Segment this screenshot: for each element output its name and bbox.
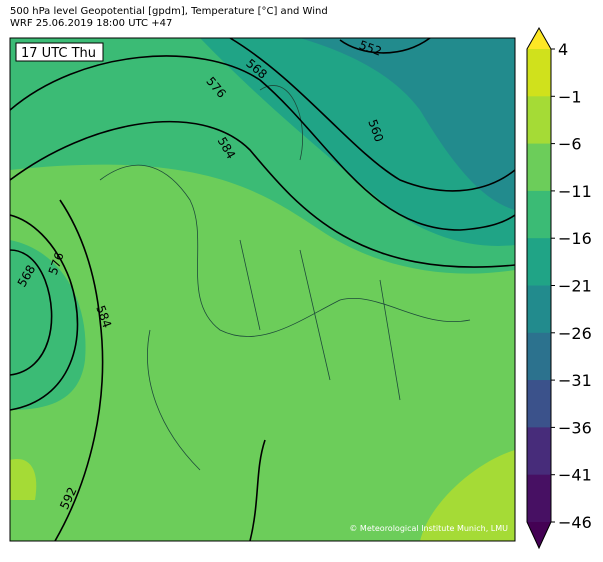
colorbar-segment	[527, 96, 551, 145]
colorbar-label: −21	[558, 277, 592, 296]
time-label: 17 UTC Thu	[21, 46, 96, 61]
subtitle: WRF 25.06.2019 18:00 UTC +47	[10, 18, 172, 29]
colorbar-segment	[527, 49, 551, 97]
contour	[54, 199, 104, 541]
title: 500 hPa level Geopotential [gpdm], Tempe…	[10, 6, 328, 17]
colorbar-label: −1	[558, 87, 582, 106]
colorbar: 4 −1 −6 −11 −16 −21 −26 −31 −36 −41 −46	[526, 26, 592, 550]
colorbar-extend-bottom	[527, 522, 551, 548]
colorbar-label: 4	[558, 40, 568, 59]
warm-zone	[10, 459, 37, 500]
colorbar-segment	[527, 190, 551, 239]
contour	[249, 439, 266, 541]
colorbar-label: −36	[558, 418, 592, 437]
copyright: © Meteorological Institute Munich, LMU	[349, 524, 508, 533]
coastline	[99, 85, 471, 471]
colorbar-segment	[527, 474, 551, 523]
warm-zone-se	[420, 450, 515, 541]
colorbar-segment	[527, 427, 551, 476]
contour	[10, 55, 515, 231]
colorbar-segment	[527, 332, 551, 381]
contour	[10, 249, 53, 376]
time-box	[15, 42, 104, 62]
colorbar-label: −26	[558, 324, 592, 343]
colorbar-label: −31	[558, 371, 592, 390]
colorbar-segment	[527, 238, 551, 286]
map: 17 UTC Thu © Meteorological Institute Mu…	[9, 37, 516, 542]
colorbar-extend-top	[527, 28, 551, 49]
contour	[229, 38, 515, 192]
colorbar-segment	[527, 143, 551, 192]
colorbar-segment	[527, 380, 551, 428]
contour	[339, 38, 431, 54]
colorbar-segment	[527, 285, 551, 334]
contour	[10, 120, 515, 268]
colorbar-label: −11	[558, 182, 592, 201]
colorbar-label: −41	[558, 466, 592, 485]
colorbar-label: −6	[558, 135, 582, 154]
coldest-zone	[300, 38, 515, 210]
contour	[10, 214, 79, 411]
map-frame	[9, 37, 516, 542]
colorbar-label: −16	[558, 229, 592, 248]
colorbar-label: −46	[558, 513, 592, 532]
